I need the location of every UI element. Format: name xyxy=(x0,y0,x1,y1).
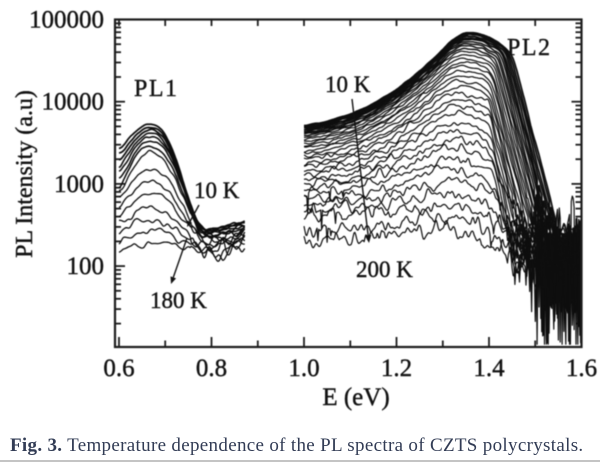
svg-text:PL Intensity (a.u): PL Intensity (a.u) xyxy=(12,90,38,258)
svg-text:200 K: 200 K xyxy=(356,257,413,282)
svg-text:10000: 10000 xyxy=(42,89,105,116)
svg-text:1.6: 1.6 xyxy=(566,355,597,382)
svg-text:PL1: PL1 xyxy=(134,76,179,102)
svg-text:1.4: 1.4 xyxy=(473,355,505,382)
svg-text:1.0: 1.0 xyxy=(288,355,319,382)
svg-text:10 K: 10 K xyxy=(325,72,371,97)
svg-text:100000: 100000 xyxy=(29,7,104,34)
svg-text:0.8: 0.8 xyxy=(196,355,227,382)
svg-text:1000: 1000 xyxy=(54,171,104,198)
svg-text:PL2: PL2 xyxy=(507,35,552,61)
svg-text:E (eV): E (eV) xyxy=(322,384,389,411)
svg-text:100: 100 xyxy=(67,253,105,280)
svg-text:1.2: 1.2 xyxy=(381,355,412,382)
svg-text:180 K: 180 K xyxy=(150,288,207,313)
svg-text:10 K: 10 K xyxy=(194,178,240,203)
svg-text:0.6: 0.6 xyxy=(103,355,134,382)
